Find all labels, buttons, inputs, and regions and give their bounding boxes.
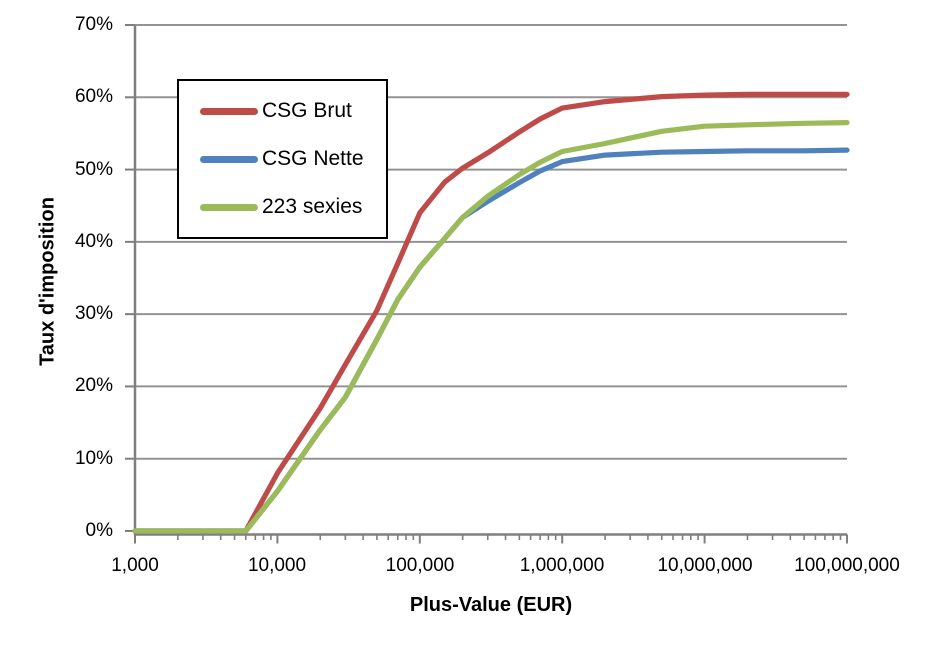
legend: CSG Brut CSG Nette 223 sexies xyxy=(177,79,388,239)
x-axis-title: Plus-Value (EUR) xyxy=(409,594,573,616)
y-tick-label: 0% xyxy=(85,520,113,541)
y-tick-label: 10% xyxy=(74,448,113,469)
223-sexies-line-swatch xyxy=(200,203,258,211)
legend-item-223-sexies: 223 sexies xyxy=(200,195,386,219)
csg-brut-line-swatch xyxy=(200,107,258,115)
x-tick-marks xyxy=(134,534,848,544)
x-tick-label: 100,000,000 xyxy=(794,555,900,576)
x-tick-label: 1,000 xyxy=(111,555,159,576)
x-tick-label: 10,000,000 xyxy=(657,555,753,576)
y-tick-label: 60% xyxy=(74,86,113,107)
y-tick-label: 30% xyxy=(74,303,113,324)
y-axis-title: Taux d'imposition xyxy=(36,197,59,366)
x-tick-label: 10,000 xyxy=(247,555,307,576)
y-tick-marks xyxy=(125,24,135,532)
csg-nette-line-swatch xyxy=(200,155,258,163)
y-tick-label: 20% xyxy=(74,375,113,396)
legend-item-csg-brut: CSG Brut xyxy=(200,99,386,123)
y-tick-label: 70% xyxy=(74,14,113,35)
legend-item-csg-nette: CSG Nette xyxy=(200,147,386,171)
y-tick-label: 50% xyxy=(74,159,113,180)
x-tick-label: 100,000 xyxy=(385,555,455,576)
x-tick-label: 1,000,000 xyxy=(519,555,605,576)
series-line-csg-brut xyxy=(132,91,850,534)
legend-label-csg-brut: CSG Brut xyxy=(262,99,352,122)
legend-label-csg-nette: CSG Nette xyxy=(262,147,364,170)
axes xyxy=(133,25,847,536)
series-line-223-sexies xyxy=(132,119,850,534)
y-tick-label: 40% xyxy=(74,231,113,252)
legend-label-223-sexies: 223 sexies xyxy=(262,195,363,218)
